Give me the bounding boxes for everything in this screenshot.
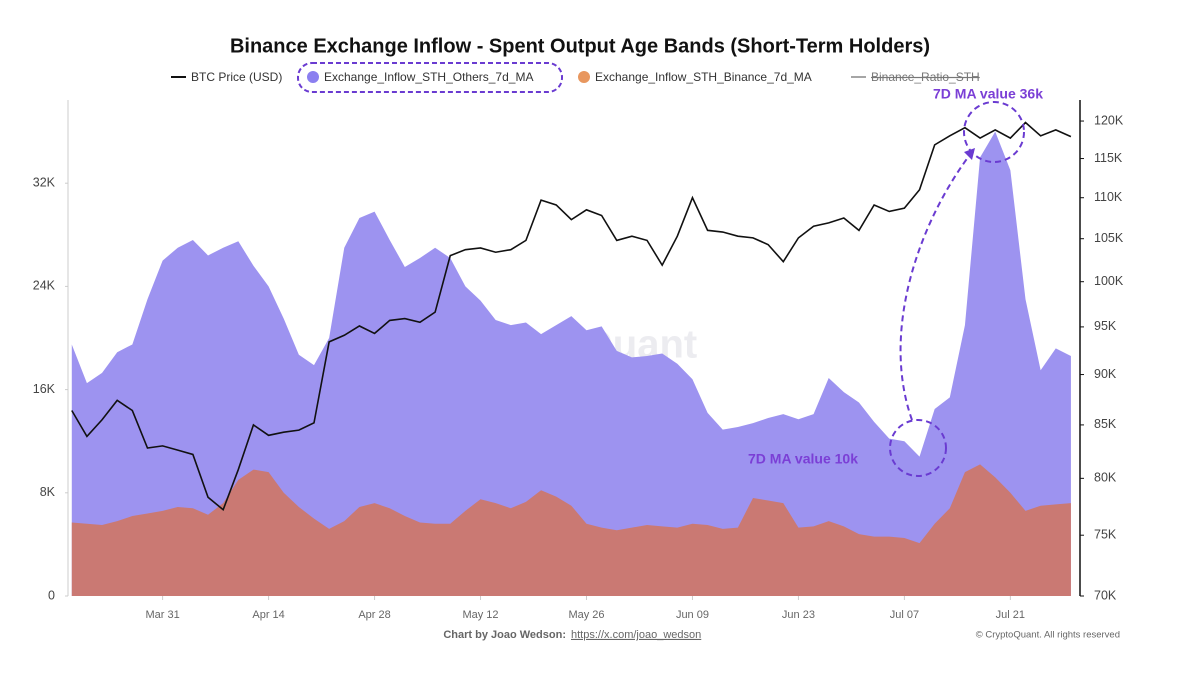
y-tick-label: 32K <box>33 176 56 190</box>
y2-tick-label: 120K <box>1094 113 1124 127</box>
footer-credit: Chart by Joao Wedson: <box>443 629 566 641</box>
x-tick-label: Jun 09 <box>676 609 709 621</box>
y-tick-label: 8K <box>40 485 56 499</box>
y2-tick-label: 105K <box>1094 231 1124 245</box>
y2-tick-label: 75K <box>1094 528 1117 542</box>
area <box>71 464 1071 596</box>
y2-tick-label: 100K <box>1094 274 1124 288</box>
x-tick-label: Jun 23 <box>782 609 815 621</box>
highlight-circle <box>889 419 947 477</box>
x-tick-label: Apr 14 <box>252 609 284 621</box>
chart-title: Binance Exchange Inflow - Spent Output A… <box>230 35 930 57</box>
y2-tick-label: 85K <box>1094 417 1117 431</box>
annotation-shapes <box>889 101 1025 477</box>
plot-area: 0 8K 16K 24K 32K 70K 75K 80K 85K 90K 95K 100K 105K 11… <box>33 100 1124 621</box>
legend-label[interactable]: BTC Price (USD) <box>191 70 282 84</box>
y2-tick-label: 70K <box>1094 588 1117 602</box>
annotation-arrow <box>899 151 973 421</box>
x-tick-label: May 12 <box>462 609 498 621</box>
annotation: 7D MA value 10k <box>748 451 858 467</box>
legend: BTC Price (USD) Exchange_Inflow_STH_Othe… <box>171 62 980 93</box>
legend-swatch <box>307 71 319 83</box>
y2-tick-label: 80K <box>1094 471 1117 485</box>
legend-label[interactable]: Binance_Ratio_STH <box>871 70 980 84</box>
y-tick-label: 0 <box>48 588 55 602</box>
footer-link[interactable]: https://x.com/joao_wedson <box>571 629 701 641</box>
x-tick-label: Jul 07 <box>890 609 919 621</box>
x-tick-label: May 26 <box>568 609 604 621</box>
x-tick-label: Mar 31 <box>145 609 179 621</box>
y2-tick-label: 115K <box>1094 151 1123 165</box>
y2-tick-label: 110K <box>1094 190 1123 204</box>
legend-swatch <box>578 71 590 83</box>
annotation: 7D MA value 36k <box>933 86 1043 102</box>
x-tick-label: Apr 28 <box>358 609 390 621</box>
y2-tick-label: 95K <box>1094 319 1117 333</box>
area <box>71 131 1071 596</box>
legend-label[interactable]: Exchange_Inflow_STH_Others_7d_MA <box>324 70 533 84</box>
legend-highlight <box>297 62 563 93</box>
arrow-head <box>964 148 975 160</box>
footer-copyright: © CryptoQuant. All rights reserved <box>976 630 1120 641</box>
highlight-circle <box>963 101 1025 163</box>
legend-label[interactable]: Exchange_Inflow_STH_Binance_7d_MA <box>595 70 812 84</box>
x-tick-label: Jul 21 <box>996 609 1025 621</box>
y-tick-label: 24K <box>33 279 56 293</box>
y-tick-label: 16K <box>33 382 56 396</box>
y2-tick-label: 90K <box>1094 367 1117 381</box>
line <box>71 121 1072 512</box>
